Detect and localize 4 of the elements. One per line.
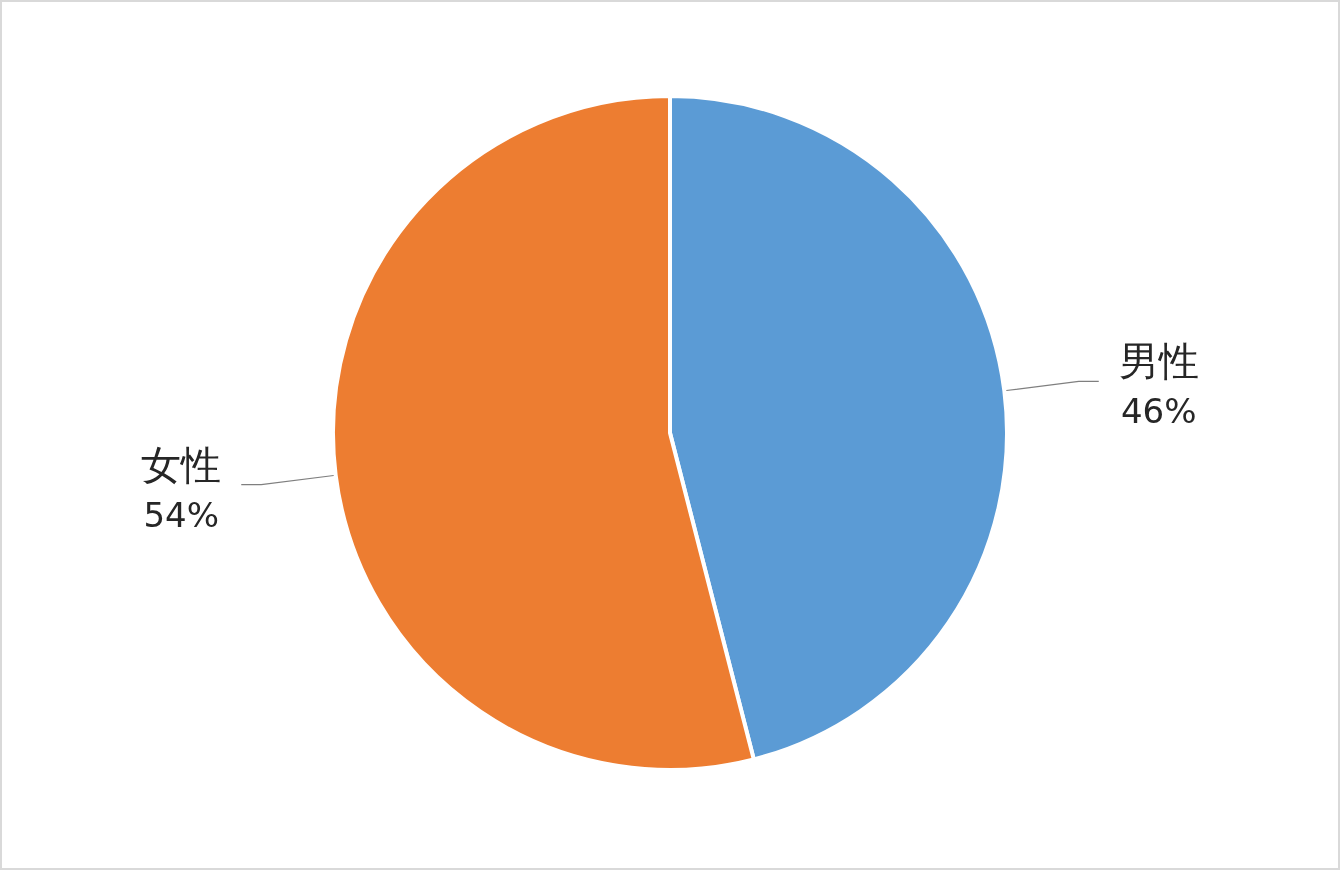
slice-label: 女性 — [141, 441, 222, 488]
data-label: 54% — [143, 494, 220, 535]
slice-label: 男性 — [1118, 338, 1199, 385]
data-label: 46% — [1120, 391, 1197, 432]
